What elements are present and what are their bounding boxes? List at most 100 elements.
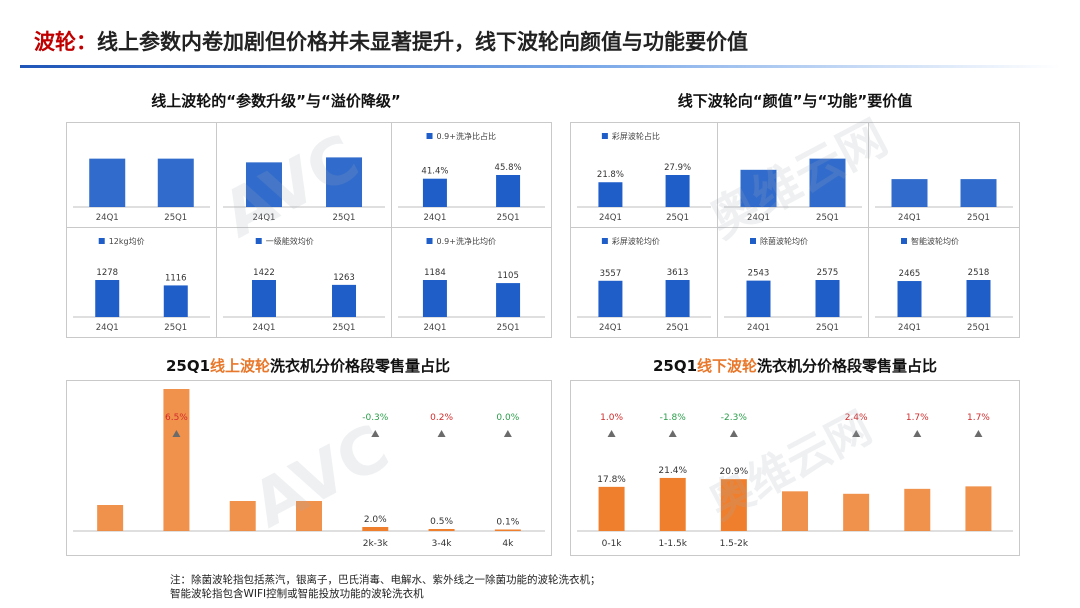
- online-dist-title: 25Q1线上波轮洗衣机分价格段零售量占比: [66, 355, 550, 376]
- legend-swatch: [426, 238, 433, 244]
- data-label: 3557: [600, 269, 622, 279]
- bar: [496, 175, 521, 207]
- x-tick-label: 25Q1: [333, 213, 356, 223]
- bar: [163, 389, 190, 531]
- online-cell-6-chart: 0.9+洗净比均价 1184 24Q1 1105 25Q1: [398, 236, 545, 333]
- online-cell-5-chart: 一级能效均价 1422 24Q1 1263 25Q1: [223, 236, 385, 333]
- offline-cell-6-chart: 智能波轮均价 2465 24Q1 2518 25Q1: [875, 236, 1013, 333]
- offline-dist-title-hl: 线下波轮: [697, 357, 758, 375]
- offline-small-multiples-title: 线下波轮向“颜值”与“功能”要价值: [677, 92, 913, 110]
- offline-dist-box: 17.8% 0-1k 1.0% 21.4% 1-1.5k -1.8% 20.9% 1.5-2k…: [570, 380, 1020, 556]
- bar: [746, 280, 771, 317]
- offline-cell-3-chart: 24Q1 25Q1: [875, 179, 1013, 223]
- x-tick-label: 25Q1: [666, 213, 689, 223]
- data-label: 1116: [165, 273, 187, 283]
- offline-dist-title: 25Q1线下波轮洗衣机分价格段零售量占比: [570, 355, 1020, 376]
- change-arrow: [437, 430, 446, 437]
- bar: [163, 285, 188, 317]
- offline-cell-2: 24Q1 25Q1: [717, 122, 869, 228]
- footnote-line-1: 注：除菌波轮指包括蒸汽，银离子，巴氏消毒、电解水、紫外线之一除菌功能的波轮洗衣机…: [170, 574, 601, 586]
- data-label: 1263: [333, 273, 355, 283]
- online-cell-1: 24Q1 25Q1: [66, 122, 217, 228]
- online-cell-4: 12kg均价 1278 24Q1 1116 25Q1: [66, 227, 217, 338]
- change-label: 2.4%: [845, 413, 868, 423]
- bar: [496, 283, 521, 317]
- offline-dist-title-post: 洗衣机分价格段零售量占比: [757, 357, 938, 375]
- x-tick-label: 24Q1: [898, 213, 921, 223]
- x-tick-label: 1.5-2k: [720, 539, 749, 549]
- x-tick-label: 24Q1: [747, 213, 770, 223]
- x-tick-label: 24Q1: [898, 323, 921, 333]
- offline-cell-1-chart: 彩屏波轮占比 21.8% 24Q1 27.9% 25Q1: [577, 131, 711, 223]
- legend-label: 智能波轮均价: [911, 236, 959, 246]
- bar: [891, 179, 928, 207]
- online-dist-box: 6.5% 2.0% 2k-3k -0.3% 0.5% 3-4k 0.2% 0.1% 4k 0.0%: [66, 380, 552, 556]
- online-dist-title-post: 洗衣机分价格段零售量占比: [270, 357, 451, 375]
- change-label: 1.7%: [967, 413, 990, 423]
- change-arrow: [852, 430, 861, 437]
- bar: [362, 527, 389, 531]
- bar: [494, 529, 521, 531]
- bar: [326, 157, 363, 207]
- x-tick-label: 24Q1: [423, 323, 446, 333]
- x-tick-label: 3-4k: [432, 539, 453, 549]
- x-tick-label: 25Q1: [164, 213, 187, 223]
- x-tick-label: 25Q1: [497, 213, 520, 223]
- change-label: 6.5%: [165, 413, 188, 423]
- data-label: 2465: [899, 269, 921, 279]
- offline-cell-5: 除菌波轮均价 2543 24Q1 2575 25Q1: [717, 227, 869, 338]
- legend-label: 0.9+洗净比均价: [437, 236, 496, 246]
- offline-cell-3: 24Q1 25Q1: [868, 122, 1020, 228]
- data-label: 1184: [424, 268, 446, 278]
- x-tick-label: 24Q1: [253, 213, 276, 223]
- bar: [665, 280, 690, 317]
- x-tick-label: 0-1k: [602, 539, 623, 549]
- x-tick-label: 25Q1: [333, 323, 356, 333]
- data-label: 2543: [748, 269, 770, 279]
- online-dist-title-pre: 25Q1: [165, 357, 211, 375]
- bar: [422, 178, 447, 207]
- x-tick-label: 25Q1: [967, 323, 990, 333]
- x-tick-label: 1-1.5k: [658, 539, 687, 549]
- x-tick-label: 24Q1: [747, 323, 770, 333]
- offline-cell-1: 彩屏波轮占比 21.8% 24Q1 27.9% 25Q1: [570, 122, 718, 228]
- x-tick-label: 24Q1: [96, 323, 119, 333]
- bar: [422, 280, 447, 317]
- bar: [89, 158, 126, 207]
- data-label: 0.5%: [430, 517, 453, 527]
- change-arrow: [729, 430, 738, 437]
- legend-label: 一级能效均价: [266, 236, 314, 246]
- change-arrow: [668, 430, 677, 437]
- change-arrow: [371, 430, 380, 437]
- bar: [229, 501, 256, 531]
- x-tick-label: 25Q1: [497, 323, 520, 333]
- legend-swatch: [901, 238, 907, 244]
- bar: [966, 280, 991, 317]
- x-tick-label: 4k: [502, 539, 514, 549]
- title-underline: [20, 65, 1060, 68]
- data-label: 2518: [968, 268, 990, 278]
- x-tick-label: 24Q1: [96, 213, 119, 223]
- bar: [245, 162, 282, 207]
- data-label: 2575: [817, 268, 839, 278]
- x-tick-label: 24Q1: [599, 323, 622, 333]
- x-tick-label: 25Q1: [816, 323, 839, 333]
- bar: [659, 477, 686, 531]
- legend-swatch: [601, 238, 608, 244]
- bar: [809, 158, 846, 207]
- online-cell-5: 一级能效均价 1422 24Q1 1263 25Q1: [216, 227, 392, 338]
- change-arrow: [607, 430, 616, 437]
- footnote-line-2: 智能波轮指包含WIFI控制或智能投放功能的波轮洗衣机: [170, 588, 424, 600]
- bar: [665, 175, 690, 207]
- bar: [740, 169, 777, 207]
- change-arrow: [974, 430, 983, 437]
- legend-swatch: [601, 133, 608, 139]
- offline-dist-title-pre: 25Q1: [652, 357, 698, 375]
- bar: [782, 491, 808, 531]
- offline-dist-chart: 17.8% 0-1k 1.0% 21.4% 1-1.5k -1.8% 20.9% 1.5-2k…: [577, 413, 1013, 549]
- data-label: 41.4%: [421, 167, 448, 177]
- x-tick-label: 24Q1: [423, 213, 446, 223]
- change-label: 0.0%: [496, 413, 519, 423]
- x-tick-label: 2k-3k: [363, 539, 389, 549]
- online-cell-3: 0.9+洗净比占比 41.4% 24Q1 45.8% 25Q1: [391, 122, 552, 228]
